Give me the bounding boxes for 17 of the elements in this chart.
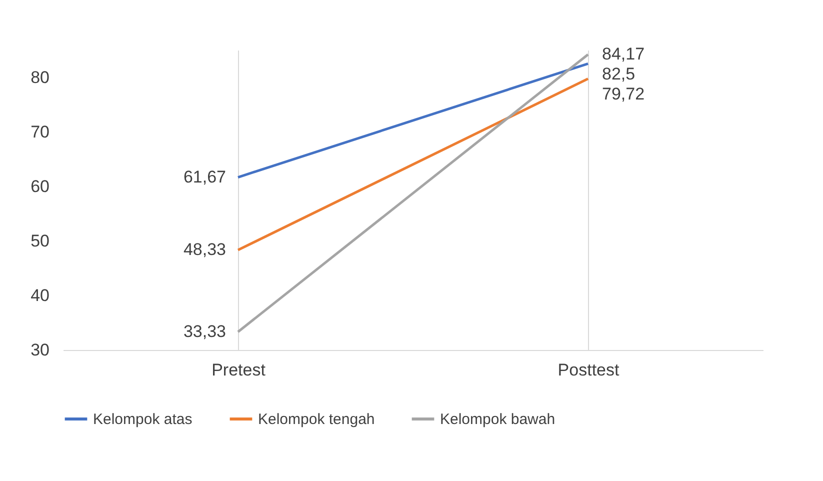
y-tick-label: 60 (30, 176, 50, 196)
data-label: 61,67 (183, 167, 226, 186)
data-label: 33,33 (183, 322, 226, 341)
data-label: 84,17 (602, 44, 645, 64)
legend-label: Kelompok tengah (258, 411, 375, 428)
legend-label: Kelompok bawah (440, 411, 556, 428)
y-tick-label: 70 (30, 122, 50, 142)
x-tick-label: Posttest (558, 360, 620, 380)
y-tick-label: 50 (30, 231, 50, 250)
y-tick-label: 80 (30, 68, 50, 87)
data-label: 48,33 (183, 240, 226, 260)
data-label: 82,5 (602, 64, 636, 84)
x-tick-label: Pretest (212, 360, 266, 380)
y-tick-label: 40 (30, 286, 50, 305)
y-tick-label: 30 (30, 340, 50, 360)
data-label: 79,72 (602, 84, 645, 104)
legend-label: Kelompok atas (93, 411, 192, 428)
